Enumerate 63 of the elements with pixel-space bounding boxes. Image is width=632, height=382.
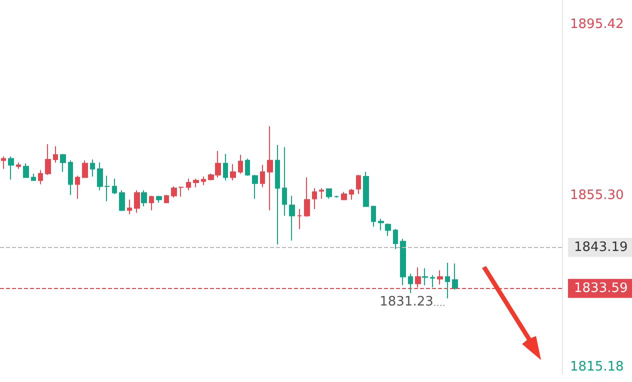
candlestick xyxy=(201,176,206,186)
annotation: 1831.23 xyxy=(380,294,434,310)
candlestick xyxy=(23,162,29,178)
candlestick xyxy=(260,164,265,188)
candlestick xyxy=(312,188,317,210)
candlestick xyxy=(134,190,140,214)
candlestick xyxy=(326,188,332,200)
candlestick xyxy=(341,191,347,200)
candlestick xyxy=(238,154,243,174)
candlestick xyxy=(267,126,273,211)
candlestick xyxy=(304,176,310,218)
candlestick xyxy=(141,190,147,207)
ref-line-label: 1833.59 xyxy=(574,280,628,296)
candlestick xyxy=(349,188,354,200)
candlestick xyxy=(53,146,58,163)
candlestick xyxy=(252,174,258,200)
candlestick xyxy=(289,195,295,242)
candlestick xyxy=(230,164,236,181)
ref-line-label: 1843.19 xyxy=(574,240,628,255)
candlestick xyxy=(82,160,88,178)
candlestick xyxy=(400,238,406,286)
candlestick xyxy=(430,274,435,288)
candlestick xyxy=(31,173,36,181)
candlestick xyxy=(178,186,184,198)
candlestick xyxy=(356,174,361,195)
candlestick xyxy=(319,188,324,200)
candlestick xyxy=(445,262,450,299)
candlestick xyxy=(90,158,95,178)
candlestick xyxy=(156,195,162,204)
candlestick xyxy=(68,160,73,196)
candlestick xyxy=(245,158,250,176)
candlestick xyxy=(452,263,458,290)
candlestick xyxy=(149,195,154,211)
candlestick xyxy=(223,153,228,181)
candlestick xyxy=(422,268,428,286)
candlestick xyxy=(363,171,369,207)
candlestick xyxy=(437,270,443,285)
candlestick xyxy=(75,175,80,200)
candlestick xyxy=(282,146,287,216)
candlestick xyxy=(38,170,43,185)
candlestick xyxy=(45,144,51,176)
candlestick xyxy=(275,144,280,245)
candlestick xyxy=(193,178,199,188)
candlestick xyxy=(297,208,302,230)
candlestick xyxy=(60,153,66,172)
y-tick-label: 1855.30 xyxy=(570,188,624,204)
candlestick xyxy=(378,218,384,231)
candlestick xyxy=(371,206,376,227)
candlestick xyxy=(408,273,413,294)
candlestick xyxy=(393,228,398,250)
candlestick xyxy=(16,162,21,170)
candlestick xyxy=(112,178,117,195)
y-tick-label: 1815.18 xyxy=(570,359,624,374)
candlestick xyxy=(8,156,14,180)
candlestick xyxy=(171,186,177,198)
candlestick xyxy=(164,194,169,204)
candlestick xyxy=(119,190,125,212)
candlestick xyxy=(385,222,391,236)
candlestick xyxy=(334,195,339,198)
candlestick xyxy=(1,156,6,170)
y-tick-label: 1895.42 xyxy=(570,17,624,32)
candlestick xyxy=(186,178,191,191)
candlestick xyxy=(127,199,132,215)
